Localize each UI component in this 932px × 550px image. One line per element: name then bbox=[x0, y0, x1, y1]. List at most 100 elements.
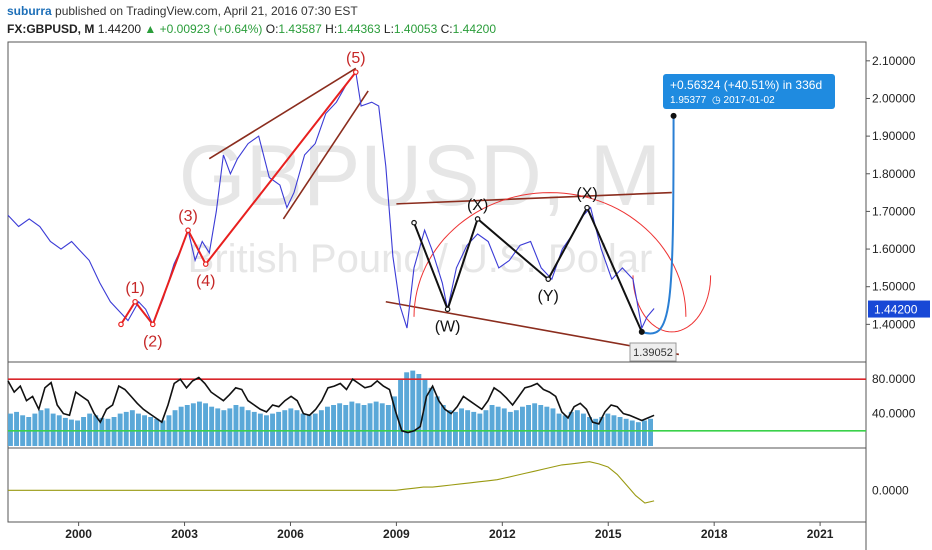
histogram-bar bbox=[373, 401, 379, 446]
histogram-bar bbox=[385, 405, 391, 446]
oscillator-pane: 40.0000 80.0000 bbox=[7, 370, 916, 446]
symbol-watermark: GBPUSD, M British Pound / U.S. Dollar bbox=[179, 128, 662, 281]
histogram-bar bbox=[453, 411, 458, 446]
symbol-label[interactable]: FX:GBPUSD, M bbox=[7, 22, 95, 36]
histogram-bar bbox=[8, 413, 13, 446]
watermark-name: British Pound / U.S. Dollar bbox=[188, 237, 653, 281]
histogram-bar bbox=[623, 418, 629, 446]
last-price-tag bbox=[868, 300, 930, 318]
histogram-bar bbox=[87, 413, 93, 446]
bottom-tick-label: 0.0000 bbox=[872, 483, 909, 497]
histogram-bar bbox=[568, 411, 574, 446]
histogram-bar bbox=[434, 396, 440, 446]
wave-point bbox=[545, 276, 552, 282]
price-line bbox=[7, 70, 655, 330]
histogram-bar bbox=[349, 401, 355, 446]
wave-label: (W) bbox=[435, 318, 461, 335]
price-pane: (1) (2) (3) (4) (5) (W) (X) (Y) (X) +0.56324 (+40… bbox=[7, 50, 930, 362]
wave-point bbox=[444, 306, 451, 313]
histogram-bar bbox=[270, 413, 275, 446]
histogram-bar bbox=[136, 413, 141, 446]
price-axis[interactable]: 1.40000 1.50000 1.60000 1.70000 1.80000 1.900… bbox=[866, 54, 916, 332]
histogram-bar bbox=[629, 420, 635, 446]
histogram-bar bbox=[635, 422, 641, 446]
histogram-bar bbox=[154, 418, 160, 446]
osc-tick-label: 80.0000 bbox=[872, 372, 916, 386]
histogram-bar bbox=[62, 417, 68, 446]
time-cycle-arc bbox=[413, 192, 687, 317]
histogram-bar bbox=[550, 408, 556, 446]
author-link[interactable]: suburra bbox=[7, 4, 52, 18]
histogram-bar bbox=[422, 379, 428, 446]
histogram-bar bbox=[526, 405, 531, 446]
histogram-bar bbox=[532, 403, 538, 446]
histogram-bar bbox=[178, 406, 184, 446]
wave-label: (5) bbox=[346, 50, 366, 67]
measure-date-text: ◷ 2017-01-02 bbox=[712, 95, 775, 106]
histogram-bar bbox=[404, 372, 410, 446]
histogram-bar bbox=[69, 419, 74, 446]
time-tick-label: 2003 bbox=[171, 527, 198, 541]
wave-point bbox=[474, 216, 481, 222]
price-tick-label: 1.90000 bbox=[872, 129, 916, 143]
histogram-bar bbox=[538, 405, 544, 446]
open-value: 1.43587 bbox=[278, 22, 322, 36]
histogram-bar bbox=[239, 406, 245, 446]
histogram-bar bbox=[483, 410, 489, 446]
wave-label: (3) bbox=[178, 208, 198, 225]
histogram-bar bbox=[44, 408, 50, 446]
histogram-bar bbox=[410, 370, 416, 446]
time-tick-label: 2000 bbox=[65, 527, 92, 541]
last-price: 1.44200 bbox=[97, 22, 142, 36]
last-price-tag-label: 1.44200 bbox=[874, 303, 918, 317]
low-price-tag bbox=[629, 342, 677, 362]
histogram-bar bbox=[282, 410, 288, 446]
correction-line bbox=[413, 205, 643, 333]
histogram-bar bbox=[465, 410, 471, 446]
time-tick-label: 2018 bbox=[701, 527, 728, 541]
histogram-bar bbox=[471, 411, 477, 446]
histogram-bar bbox=[477, 413, 483, 446]
wave-point bbox=[352, 69, 359, 75]
histogram-bar bbox=[276, 411, 282, 446]
bottom-indicator-line bbox=[8, 461, 655, 504]
wave-point bbox=[132, 298, 138, 305]
price-tick-label: 1.70000 bbox=[872, 204, 916, 218]
measure-box bbox=[663, 74, 835, 109]
histogram-bar bbox=[574, 410, 580, 446]
histogram-bar bbox=[337, 403, 343, 446]
close-value: 1.44200 bbox=[452, 22, 497, 36]
histogram-bar bbox=[294, 410, 300, 446]
watermark-symbol: GBPUSD, M bbox=[179, 128, 662, 224]
histogram-bar bbox=[32, 413, 38, 446]
histogram-bar bbox=[245, 410, 251, 446]
publish-line: suburra published on TradingView.com, Ap… bbox=[7, 4, 358, 18]
histogram-bar bbox=[257, 413, 263, 446]
histogram-bar bbox=[172, 410, 178, 446]
trendline bbox=[396, 191, 672, 205]
projection-path bbox=[641, 115, 675, 335]
histogram-bar bbox=[117, 413, 123, 446]
time-axis[interactable]: 2000 2003 2006 2009 2012 2015 2018 2021 bbox=[65, 522, 834, 541]
time-cycle-arc bbox=[632, 275, 712, 333]
histogram-bar bbox=[520, 406, 525, 446]
histogram-bar bbox=[544, 406, 550, 446]
histogram-bar bbox=[50, 413, 56, 446]
histogram-bar bbox=[105, 418, 111, 446]
histogram-bar bbox=[507, 411, 513, 446]
histogram-bar bbox=[312, 413, 318, 446]
histogram-bar bbox=[556, 413, 562, 446]
wave-label: (2) bbox=[143, 333, 163, 350]
histogram-bar bbox=[428, 387, 434, 446]
histogram-bar bbox=[209, 406, 215, 446]
histogram-bar bbox=[300, 413, 306, 446]
histogram-bar bbox=[392, 396, 397, 446]
histogram-bar bbox=[355, 403, 361, 446]
histogram-bar bbox=[251, 411, 257, 446]
histogram-bar bbox=[325, 406, 330, 446]
histogram-bar bbox=[642, 420, 647, 446]
time-tick-label: 2015 bbox=[595, 527, 622, 541]
histogram-bar bbox=[160, 420, 166, 446]
high-label: H: bbox=[325, 22, 338, 36]
